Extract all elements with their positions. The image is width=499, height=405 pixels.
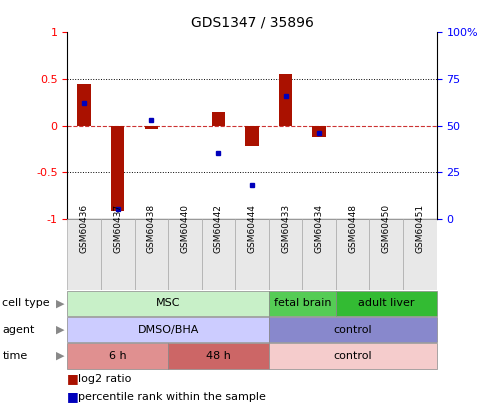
Bar: [101, 219, 135, 290]
Text: ■: ■: [67, 372, 83, 385]
Text: 48 h: 48 h: [206, 351, 231, 361]
Text: DMSO/BHA: DMSO/BHA: [137, 325, 199, 335]
Bar: [67, 219, 101, 290]
Text: GSM60440: GSM60440: [180, 204, 189, 253]
Bar: [302, 219, 336, 290]
Text: ▶: ▶: [56, 325, 65, 335]
Bar: [269, 219, 302, 290]
Bar: [312, 126, 326, 137]
Bar: [77, 83, 91, 126]
Text: control: control: [333, 351, 372, 361]
Bar: [336, 219, 369, 290]
Text: GSM60434: GSM60434: [315, 204, 324, 253]
Text: adult liver: adult liver: [358, 298, 415, 308]
Bar: [212, 111, 225, 126]
Text: cell type: cell type: [2, 298, 50, 308]
Text: ■: ■: [67, 390, 83, 403]
Bar: [246, 126, 258, 146]
Bar: [111, 126, 124, 211]
Text: GSM60437: GSM60437: [113, 204, 122, 253]
Bar: [279, 74, 292, 126]
Text: GSM60450: GSM60450: [382, 204, 391, 253]
Bar: [145, 126, 158, 129]
Text: control: control: [333, 325, 372, 335]
Bar: [168, 219, 202, 290]
Text: GSM60436: GSM60436: [80, 204, 89, 253]
Bar: [369, 219, 403, 290]
Title: GDS1347 / 35896: GDS1347 / 35896: [191, 16, 313, 30]
Bar: [135, 219, 168, 290]
Text: time: time: [2, 351, 28, 361]
Text: fetal brain: fetal brain: [273, 298, 331, 308]
Bar: [403, 219, 437, 290]
Text: GSM60433: GSM60433: [281, 204, 290, 253]
Text: log2 ratio: log2 ratio: [78, 374, 132, 384]
Text: ▶: ▶: [56, 298, 65, 308]
Text: agent: agent: [2, 325, 35, 335]
Text: ▶: ▶: [56, 351, 65, 361]
Bar: [235, 219, 269, 290]
Text: GSM60442: GSM60442: [214, 204, 223, 253]
Text: GSM60451: GSM60451: [415, 204, 424, 253]
Text: GSM60444: GSM60444: [248, 204, 256, 253]
Text: GSM60448: GSM60448: [348, 204, 357, 253]
Text: GSM60438: GSM60438: [147, 204, 156, 253]
Text: MSC: MSC: [156, 298, 180, 308]
Bar: [202, 219, 235, 290]
Text: 6 h: 6 h: [109, 351, 127, 361]
Text: percentile rank within the sample: percentile rank within the sample: [78, 392, 266, 402]
